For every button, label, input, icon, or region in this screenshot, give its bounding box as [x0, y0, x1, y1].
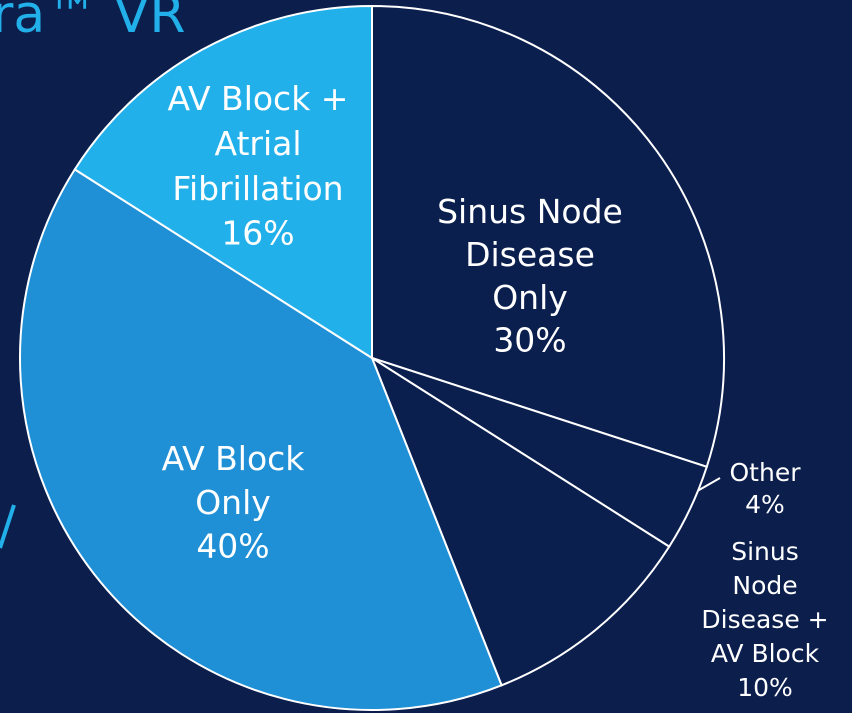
slice-label: Sinus Node Disease Only	[437, 192, 623, 317]
pie-slice	[371, 4, 725, 469]
slice-value-label: 4%	[745, 490, 785, 519]
slice-label: Sinus Node Disease + AV Block	[701, 537, 828, 668]
pie-slice	[19, 168, 503, 711]
slice-label: AV Block + Atrial Fibrillation	[168, 79, 349, 208]
chart-title: ra™ VR	[0, 0, 185, 45]
slice-value-label: 40%	[196, 527, 269, 566]
slice-label: Other	[730, 458, 802, 487]
slice-value-label: 16%	[221, 214, 294, 253]
slice-value-label: 30%	[493, 321, 566, 360]
pie-slice	[369, 355, 671, 687]
pie-slice	[73, 4, 373, 360]
decoration	[0, 504, 16, 549]
slice-label: AV Block Only	[162, 439, 306, 522]
slice-value-label: 10%	[737, 673, 793, 702]
